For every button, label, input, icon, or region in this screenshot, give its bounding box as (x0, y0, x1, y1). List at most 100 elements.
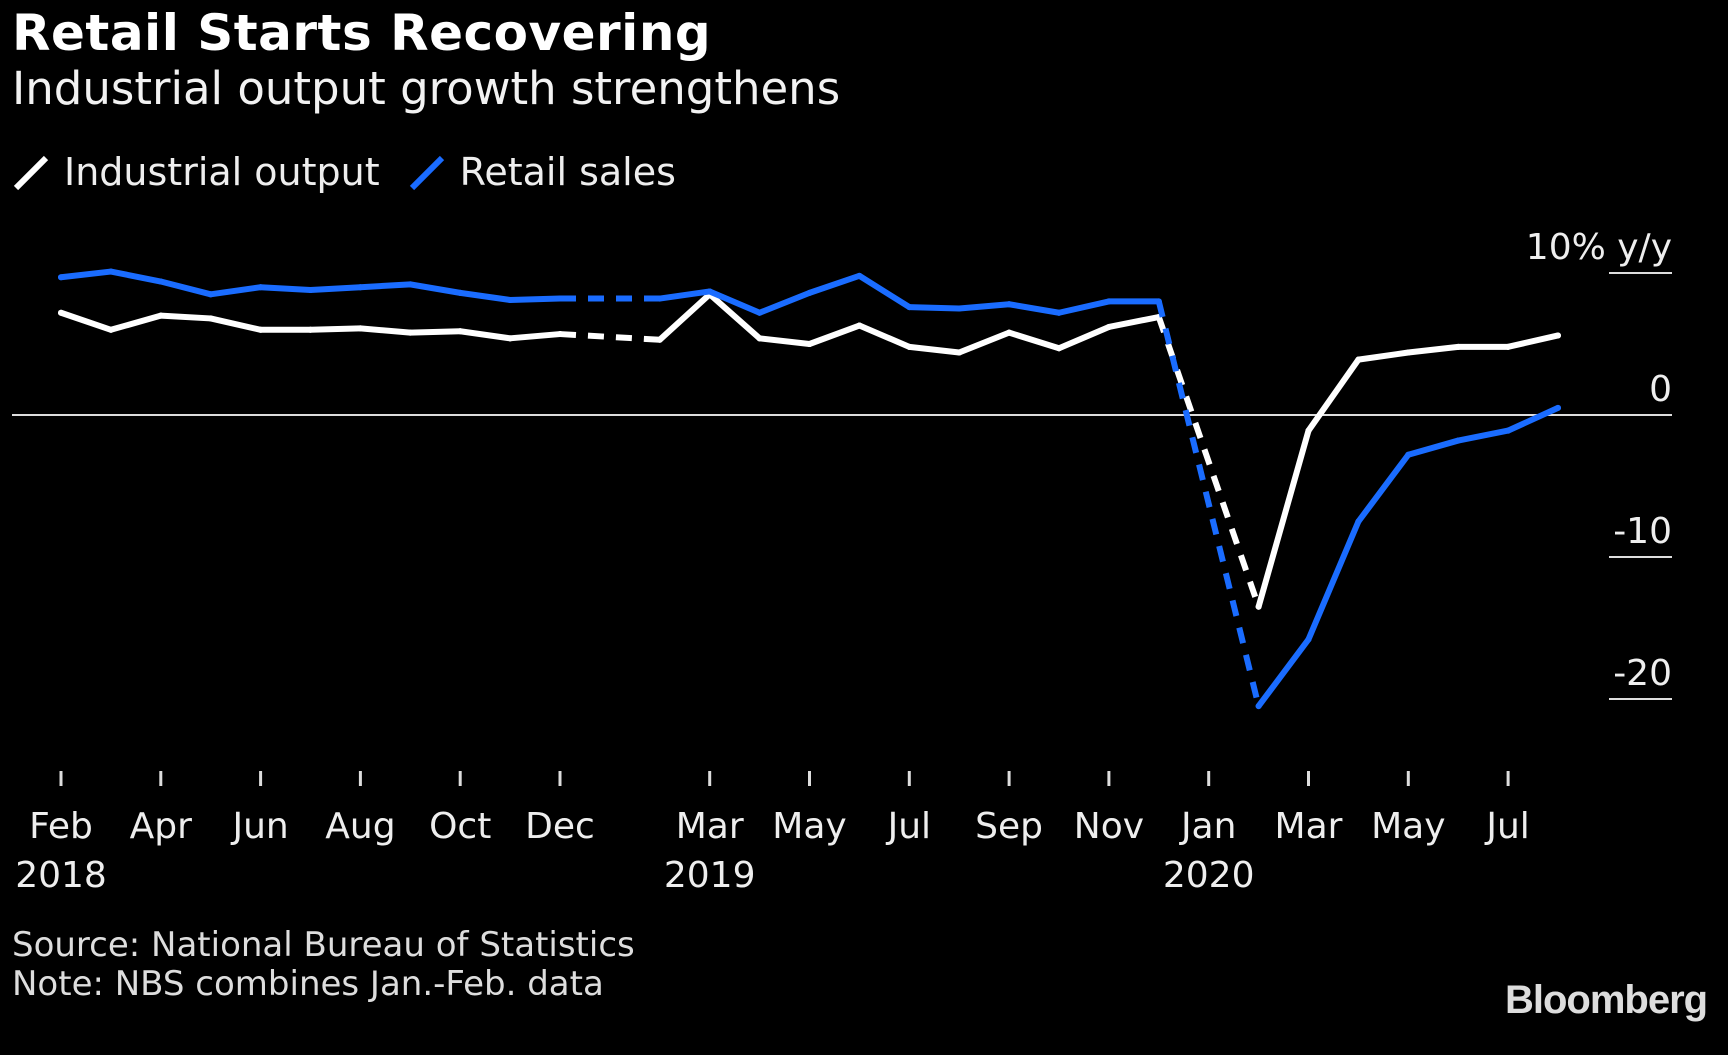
retail-sales-point (806, 289, 813, 296)
industrial-output-point (557, 331, 563, 338)
retail-sales-point (157, 278, 164, 285)
industrial-output-segment (1006, 329, 1062, 352)
retail-sales-point (557, 295, 563, 302)
industrial-output-point (1405, 349, 1412, 356)
retail-sales-point (756, 309, 763, 316)
x-tick-label: Jun (230, 806, 288, 847)
industrial-output-segment (656, 291, 713, 343)
retail-sales-point (507, 296, 514, 303)
x-tick-label: Feb (29, 806, 93, 847)
industrial-output-segment (507, 331, 563, 342)
industrial-output-point (107, 326, 114, 333)
retail-sales-segment (407, 281, 464, 296)
retail-sales-segment (956, 301, 1013, 312)
industrial-output-point (1505, 343, 1512, 350)
legend-label: Retail sales (459, 150, 676, 194)
retail-sales-segment (1305, 518, 1362, 643)
industrial-output-segment (756, 335, 813, 347)
industrial-output-segment (457, 328, 514, 342)
retail-sales-point (1555, 404, 1561, 411)
retail-sales-segment (806, 272, 863, 296)
retail-sales-point (1105, 298, 1112, 305)
retail-sales-point (257, 284, 264, 291)
retail-sales-segment (1455, 427, 1512, 444)
x-tick-label: May (1371, 806, 1445, 847)
industrial-output-segment (1105, 314, 1162, 330)
industrial-output-segment (906, 343, 963, 356)
retail-sales-point (656, 295, 663, 302)
legend-item-industrial-output: Industrial output (12, 150, 380, 194)
x-year-label: 2018 (15, 855, 107, 896)
chart-title: Retail Starts Recovering (12, 4, 712, 62)
industrial-output-point (906, 343, 913, 350)
industrial-output-dashed-segment (559, 331, 660, 343)
retail-sales-point (1056, 309, 1062, 316)
industrial-output-point (207, 315, 214, 322)
industrial-output-segment (407, 328, 464, 336)
industrial-output-point (1305, 427, 1312, 434)
retail-sales-segment (207, 284, 264, 298)
x-tick-label: Nov (1074, 806, 1144, 847)
y-tick-label: 0 (1649, 369, 1672, 410)
retail-sales-dashed-segment (1155, 300, 1262, 707)
retail-sales-point (706, 288, 713, 295)
x-tick-label: Mar (1275, 806, 1343, 847)
industrial-output-point (457, 328, 464, 335)
legend-item-retail-sales: Retail sales (408, 150, 676, 194)
x-tick-label: Dec (525, 806, 595, 847)
x-tick-label: Jul (1484, 806, 1529, 847)
retail-sales-point (1405, 451, 1412, 458)
legend-swatch-white-icon (13, 155, 49, 191)
retail-sales-segment (1505, 404, 1561, 434)
retail-sales-point (457, 289, 464, 296)
industrial-output-segment (806, 322, 863, 347)
industrial-output-point (257, 326, 264, 333)
industrial-output-dashed-segment (1155, 316, 1262, 608)
chart-subtitle: Industrial output growth strengthens (12, 62, 841, 115)
x-tick-label: Oct (429, 806, 491, 847)
industrial-output-segment (856, 322, 913, 350)
retail-sales-segment (107, 268, 164, 285)
x-tick-label: Mar (676, 806, 744, 847)
x-tick-label: Aug (325, 806, 395, 847)
industrial-output-point (407, 329, 414, 336)
retail-sales-point (856, 272, 863, 279)
legend: Industrial output Retail sales (12, 150, 704, 194)
industrial-output-point (656, 336, 663, 343)
x-year-label: 2019 (664, 855, 756, 896)
retail-sales-segment (756, 289, 813, 316)
retail-sales-segment (706, 288, 763, 316)
footnote: Note: NBS combines Jan.-Feb. data (12, 964, 604, 1004)
retail-sales-point (407, 281, 414, 288)
industrial-output-point (1105, 323, 1112, 330)
retail-sales-segment (1056, 298, 1112, 316)
industrial-output-point (1255, 603, 1262, 610)
industrial-output-point (1056, 345, 1062, 352)
industrial-output-segment (1255, 427, 1312, 610)
retail-sales-point (1255, 703, 1262, 710)
retail-sales-segment (1255, 636, 1312, 710)
industrial-output-segment (1405, 343, 1462, 356)
industrial-output-segment (1355, 349, 1412, 363)
retail-sales-point (207, 291, 214, 298)
retail-sales-point (906, 304, 913, 311)
retail-sales-point (307, 287, 314, 294)
retail-sales-point (1505, 427, 1512, 434)
retail-sales-point (1155, 298, 1162, 305)
industrial-output-segment (357, 325, 414, 336)
retail-sales-segment (856, 272, 913, 311)
retail-sales-point (1455, 437, 1462, 444)
industrial-output-segment (1305, 356, 1362, 434)
industrial-output-segment (956, 329, 1013, 356)
industrial-output-point (357, 325, 364, 332)
industrial-output-segment (1505, 332, 1561, 350)
legend-label: Industrial output (64, 150, 380, 194)
x-tick-label: Jul (886, 806, 931, 847)
industrial-output-segment (207, 315, 264, 333)
x-tick-label: Apr (130, 806, 192, 847)
industrial-output-segment (1056, 323, 1112, 352)
y-tick-label: -10 (1613, 511, 1672, 552)
retail-sales-segment (58, 268, 114, 281)
industrial-output-point (1006, 329, 1013, 336)
industrial-output-segment (58, 309, 114, 333)
